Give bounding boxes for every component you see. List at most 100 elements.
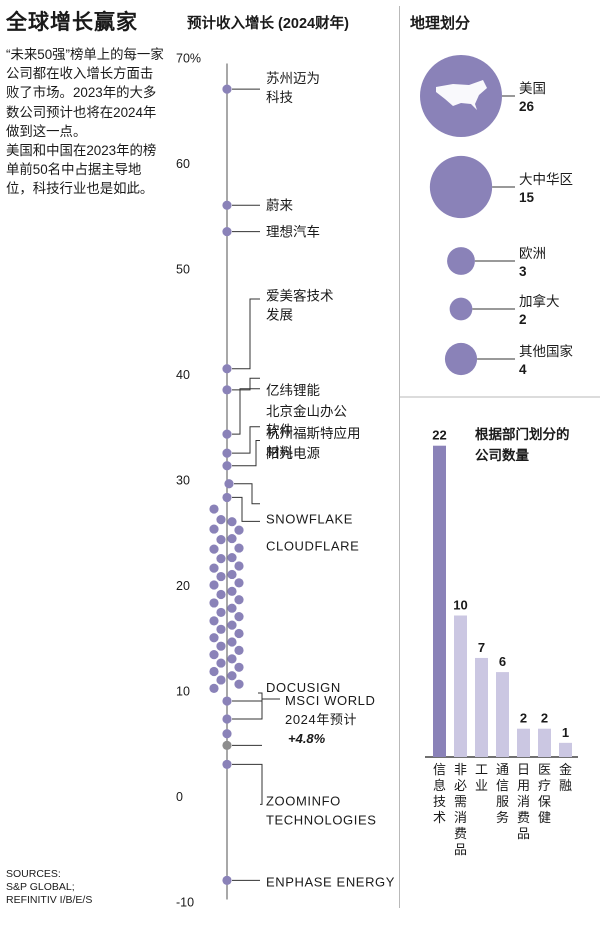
- region-bubble: [429, 155, 493, 219]
- region-label: 美国: [519, 81, 546, 96]
- y-tick-label: 40: [176, 368, 190, 382]
- sector-label-char: 日: [517, 762, 530, 777]
- leader-line: [232, 298, 260, 370]
- sector-label-char: 健: [538, 810, 551, 825]
- company-label: 苏州迈为科技: [266, 71, 320, 105]
- company-dot: [209, 650, 219, 660]
- sector-label: 工业: [475, 762, 488, 793]
- labeled-company-dot: [222, 429, 232, 439]
- company-dot: [216, 658, 226, 668]
- company-dot: [227, 517, 237, 527]
- company-dot: [227, 552, 237, 563]
- company-label-line: DOCUSIGN: [266, 680, 341, 695]
- company-label-line: 北京金山办公: [266, 404, 347, 419]
- company-label-line: 苏州迈为: [266, 71, 320, 86]
- company-label: CLOUDFLARE: [266, 538, 359, 553]
- company-dot: [216, 514, 226, 525]
- company-dot: [227, 569, 237, 580]
- sector-chart-title-text: 根据部门划分的公司数量: [475, 426, 570, 463]
- sources-line-3: REFINITIV I/B/E/S: [6, 894, 93, 906]
- sector-label-char: 服: [496, 794, 509, 809]
- company-label-line: 爱美客技术: [266, 288, 334, 304]
- company-label-line: 蔚来: [266, 198, 293, 213]
- sector-label-char: 非: [454, 762, 467, 777]
- region-count: 4: [519, 362, 527, 377]
- leader-line: [232, 388, 260, 435]
- company-dot: [209, 666, 219, 677]
- labeled-company-dot: [222, 448, 232, 458]
- sector-label-char: 保: [538, 794, 551, 809]
- sector-label-char: 业: [475, 778, 488, 793]
- page-title: 全球增长赢家: [6, 11, 138, 34]
- y-tick-label: -10: [176, 896, 194, 910]
- sector-bar: [433, 445, 446, 757]
- sector-label-char: 疗: [538, 778, 551, 793]
- panel-divider: [399, 6, 400, 908]
- company-label-line: 科技: [266, 90, 293, 105]
- company-dot: [227, 603, 237, 613]
- benchmark-label-line: 2024年预计: [285, 712, 357, 727]
- company-dot: [227, 671, 237, 681]
- company-dot: [209, 633, 219, 643]
- company-dot: [216, 571, 226, 582]
- company-label: ZOOMINFO TECHNOLOGIES: [266, 793, 377, 827]
- company-label-line: 软件: [266, 423, 293, 438]
- sector-label: 非必需消费品: [454, 762, 467, 857]
- sector-label-char: 必: [454, 778, 467, 793]
- sector-label-char: 金: [559, 762, 572, 777]
- labeled-company-dot: [222, 759, 232, 769]
- company-label: 爱美客技术发展: [266, 288, 334, 323]
- company-dot: [227, 654, 237, 664]
- y-tick-label: 60: [176, 157, 190, 171]
- sector-label-char: 信: [496, 778, 509, 793]
- labeled-company-dot: [222, 364, 232, 374]
- sector-label-char: 费: [517, 810, 530, 825]
- sources-line-2: S&P GLOBAL;: [6, 881, 75, 893]
- region-bubble: [447, 247, 475, 275]
- sector-bar: [496, 672, 509, 757]
- intro-paragraph-2: 美国和中国在2023年的榜单前50名中占据主导地位，科技行业也是如此。: [6, 143, 157, 197]
- company-label-line: CLOUDFLARE: [266, 538, 359, 553]
- leader-line: [232, 496, 260, 522]
- company-dot: [222, 729, 232, 739]
- company-dot: [209, 598, 219, 608]
- sector-label-char: 通: [496, 762, 509, 777]
- sector-label-char: 品: [517, 826, 530, 841]
- leader-line: [232, 377, 260, 391]
- region-count: 26: [519, 99, 535, 114]
- y-tick-label: 50: [176, 263, 190, 277]
- company-label: 蔚来: [266, 198, 293, 213]
- company-dot: [216, 535, 226, 545]
- sources-note: SOURCES: S&P GLOBAL; REFINITIV I/B/E/S: [6, 868, 92, 907]
- company-dot: [234, 595, 244, 605]
- sector-chart-title-line: 根据部门划分的: [475, 426, 570, 442]
- region-label: 其他国家: [519, 343, 573, 359]
- company-label-line: 理想汽车: [266, 224, 320, 240]
- company-dot: [227, 586, 237, 596]
- region-label: 大中华区: [519, 172, 573, 187]
- sector-label-char: 品: [454, 842, 467, 857]
- sector-chart-title-line: 公司数量: [475, 447, 529, 463]
- company-dot: [209, 616, 219, 626]
- company-label-line: ENPHASE ENERGY: [266, 874, 395, 889]
- us-map-icon: [436, 80, 487, 110]
- sector-label-char: 信: [433, 762, 446, 777]
- benchmark-value: +4.8%: [288, 731, 326, 746]
- company-dot: [234, 525, 244, 535]
- benchmark-label-line: MSCI WORLD: [285, 693, 376, 708]
- sources-line-1: SOURCES:: [6, 868, 61, 880]
- bar-value-label: 2: [520, 711, 527, 726]
- company-label: 理想汽车: [266, 224, 320, 240]
- company-dot: [227, 637, 237, 647]
- sector-label-char: 医: [538, 762, 551, 777]
- sector-label-char: 工: [475, 762, 488, 777]
- company-label-line: 阳光电源: [266, 446, 320, 461]
- sector-label: 医疗保健: [538, 762, 551, 825]
- sector-label-char: 费: [454, 826, 467, 841]
- labeled-company-dot: [222, 696, 232, 706]
- labeled-company-dot: [224, 479, 234, 489]
- sector-label-char: 需: [454, 794, 467, 809]
- company-dot: [216, 624, 226, 634]
- company-dot: [234, 679, 244, 689]
- company-label: 杭州福斯特应用材料: [266, 425, 361, 460]
